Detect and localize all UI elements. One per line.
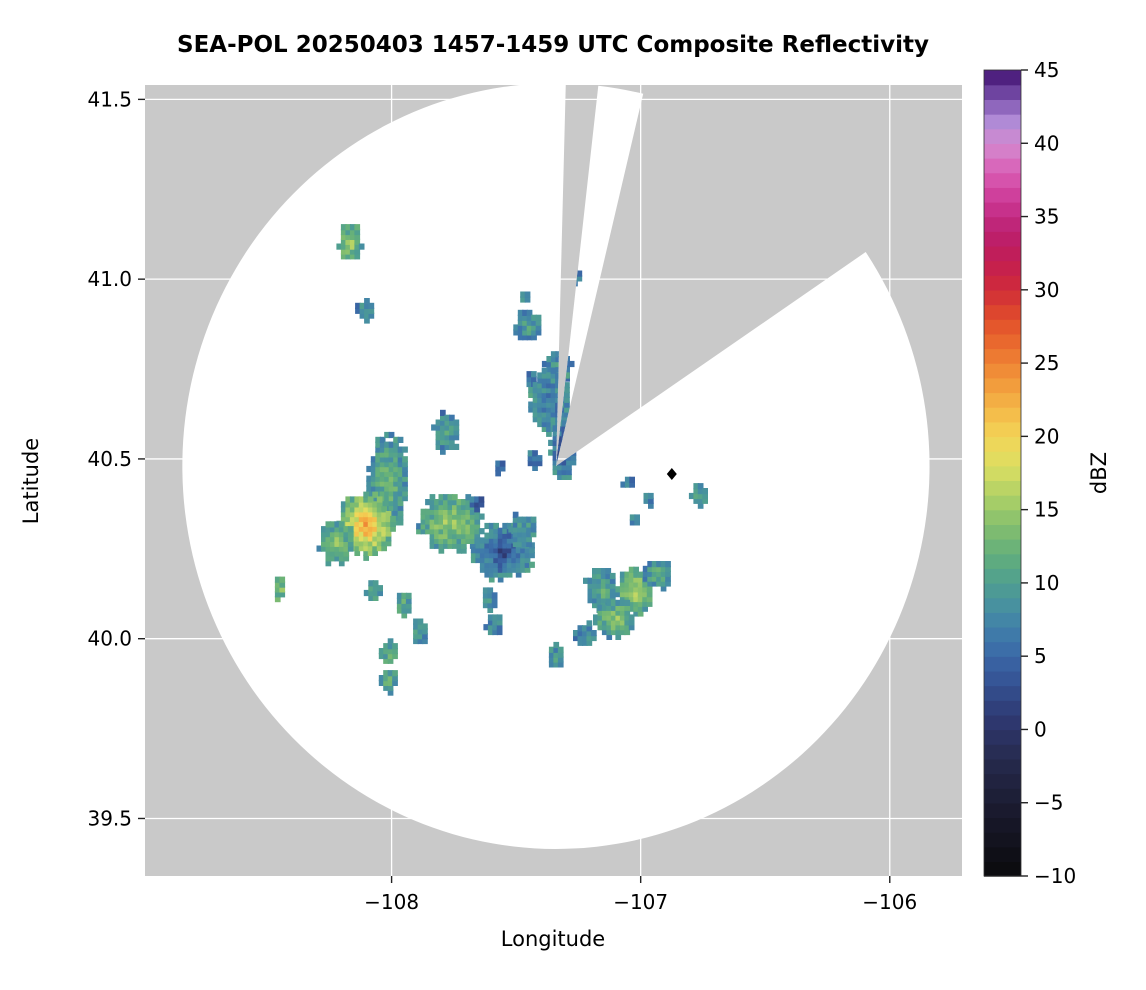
plot-area xyxy=(145,85,962,876)
x-tick-label: −108 xyxy=(364,890,419,914)
y-tick-label: 40.5 xyxy=(87,447,132,471)
colorbar-tick-label: 20 xyxy=(1034,424,1059,448)
colorbar-outline xyxy=(983,69,1022,877)
y-axis-label: Latitude xyxy=(19,438,43,524)
y-tick-label: 39.5 xyxy=(87,806,132,830)
colorbar-tick-label: 35 xyxy=(1034,205,1059,229)
colorbar-tick-label: 40 xyxy=(1034,131,1059,155)
colorbar-tick-label: −5 xyxy=(1034,791,1063,815)
colorbar-tick-label: −10 xyxy=(1034,864,1076,888)
reflectivity-echoes-layer xyxy=(274,224,708,696)
axes: −108 −107 −106 39.5 40.0 40.5 41.0 41.5 xyxy=(87,87,917,914)
colorbar: −10 −5 0 5 10 15 20 25 30 35 40 45 xyxy=(983,58,1076,888)
colorbar-tick-label: 25 xyxy=(1034,351,1059,375)
colorbar-tick-label: 5 xyxy=(1034,644,1047,668)
x-axis-label: Longitude xyxy=(501,927,605,951)
y-tick-label: 41.0 xyxy=(87,267,132,291)
chart-title: SEA-POL 20250403 1457-1459 UTC Composite… xyxy=(177,32,929,58)
colorbar-tick-label: 0 xyxy=(1034,717,1047,741)
x-tick-label: −107 xyxy=(613,890,668,914)
colorbar-tick-label: 15 xyxy=(1034,498,1059,522)
y-tick-label: 41.5 xyxy=(87,87,132,111)
colorbar-gradient xyxy=(984,70,1021,877)
colorbar-tick-label: 45 xyxy=(1034,58,1059,82)
colorbar-label: dBZ xyxy=(1087,452,1111,494)
colorbar-tick-label: 10 xyxy=(1034,571,1059,595)
site-marker-diamond xyxy=(666,468,677,481)
colorbar-tick-label: 30 xyxy=(1034,278,1059,302)
y-tick-label: 40.0 xyxy=(87,627,132,651)
x-tick-label: −106 xyxy=(862,890,917,914)
